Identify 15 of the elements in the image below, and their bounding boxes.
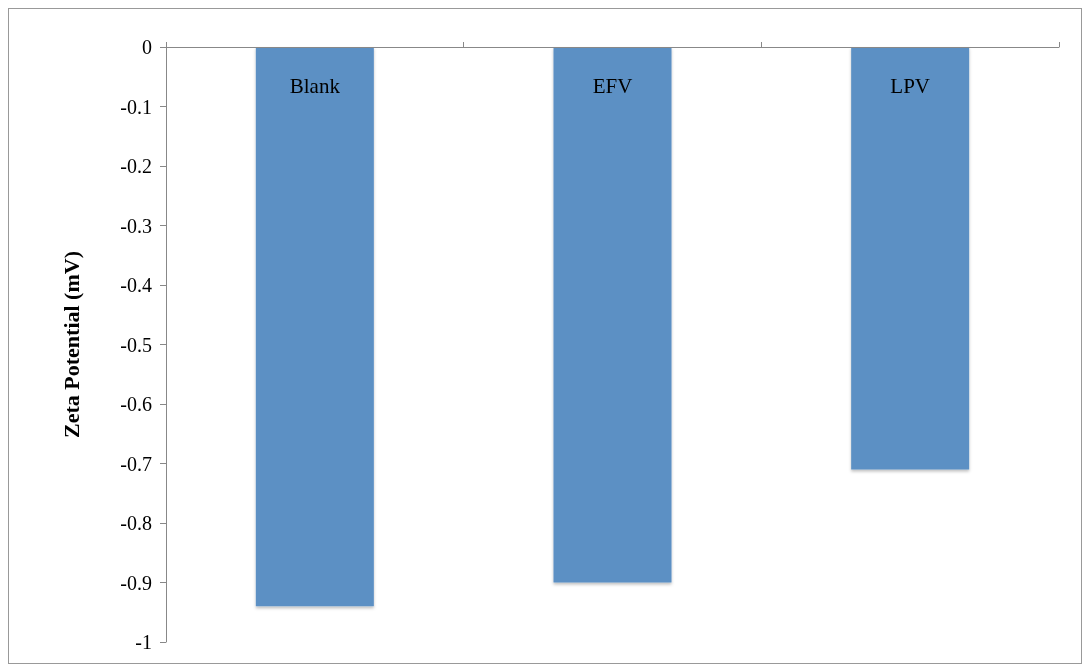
y-tick-label: -0.9 (120, 571, 152, 594)
y-tick-label: -0.1 (120, 95, 152, 118)
y-axis-title: Zeta Potential (mV) (58, 251, 84, 438)
x-tick-label: LPV (890, 73, 931, 98)
x-tick-label: EFV (592, 73, 633, 98)
y-tick-label: -0.8 (120, 512, 152, 534)
y-tick-label: -0.3 (120, 214, 152, 237)
x-tick-label: Blank (289, 73, 341, 98)
y-tick-label: -0.7 (120, 452, 152, 475)
y-tick-label: -0.4 (120, 274, 152, 296)
y-tick-label: -1 (135, 631, 152, 653)
y-tick-label: 0 (142, 36, 152, 58)
y-tick-label: -0.6 (120, 393, 152, 415)
y-tick-label: -0.2 (120, 155, 152, 177)
y-tick-label: -0.5 (120, 333, 152, 356)
